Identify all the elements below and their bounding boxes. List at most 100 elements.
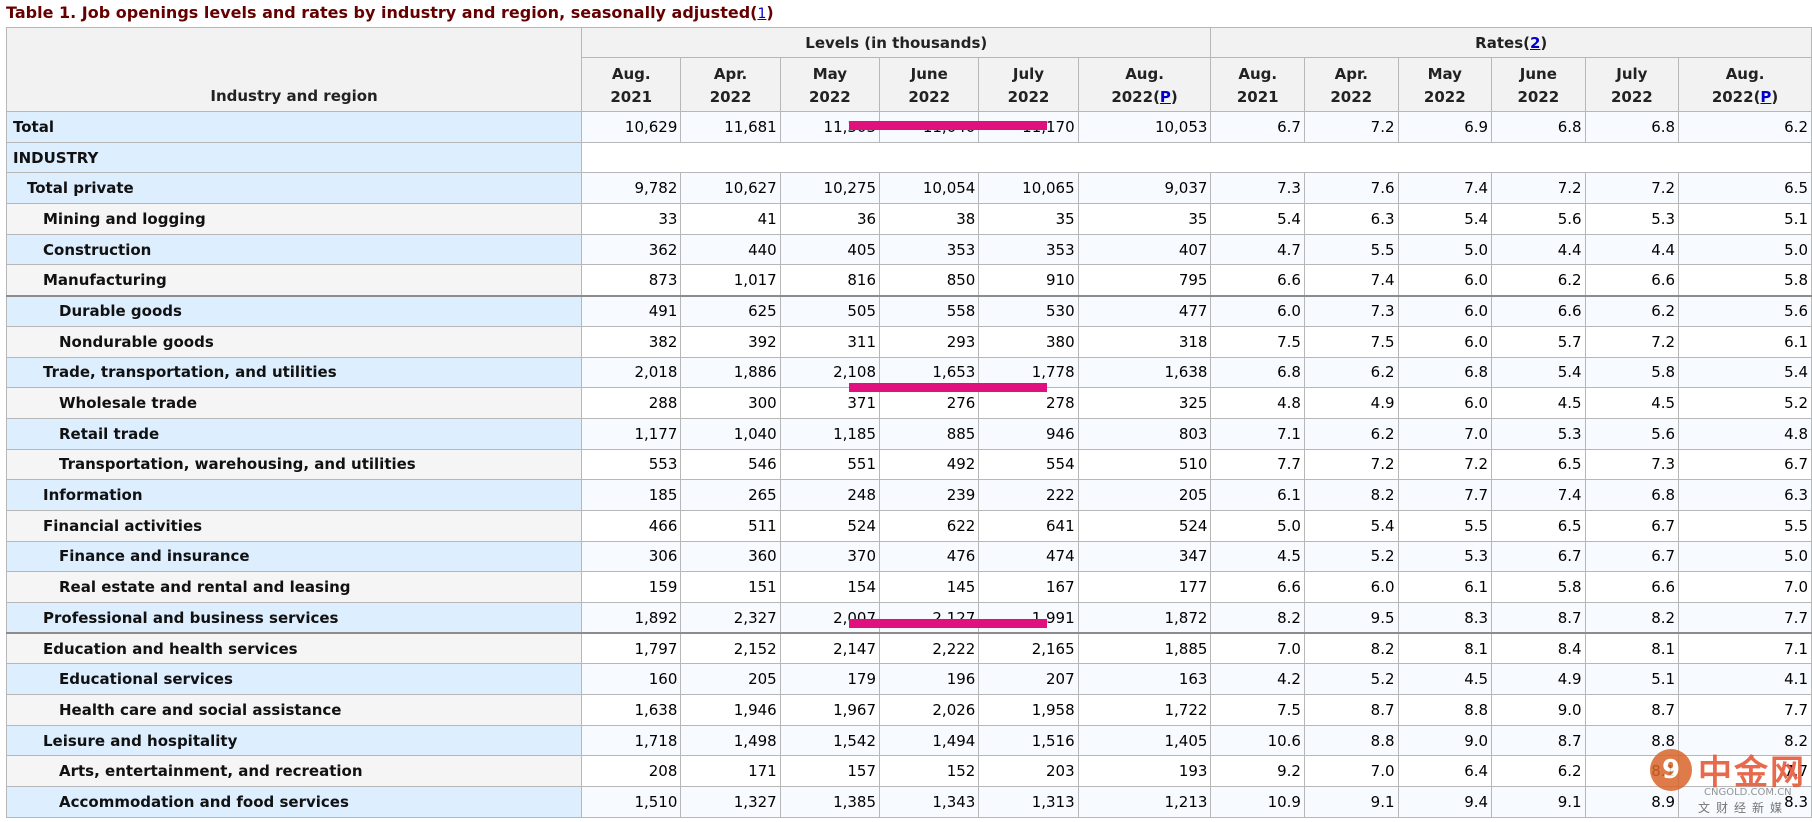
levels-cell: 440: [680, 233, 781, 266]
table-row: Financial activities 466 511 524 622 641 524 5.…: [5, 509, 1812, 542]
rates-col-header: Aug. 2021: [1210, 57, 1305, 112]
col-month: May: [812, 64, 848, 83]
levels-cell: 1,385: [779, 786, 881, 818]
table-row: Total private 9,782 10,627 10,275 10,054 10,0…: [5, 172, 1812, 205]
rates-cell: 6.2: [1678, 111, 1812, 143]
col-year: 2022: [1711, 87, 1754, 106]
table-row: Information 185 265 248 239 222 205 6.1 8.2 7.7 7.…: [5, 479, 1812, 511]
rates-cell: 7.7: [1678, 602, 1812, 634]
rates-col-header: June 2022: [1491, 57, 1586, 112]
levels-cell: 1,967: [779, 694, 881, 726]
levels-cell: 145: [879, 571, 980, 603]
rates-col-header: Aug. 2022(P): [1678, 57, 1812, 112]
levels-cell: 1,991: [978, 602, 1079, 634]
rates-cell: 5.0: [1210, 509, 1305, 542]
levels-cell: 2,152: [680, 632, 781, 665]
rates-cell: 6.7: [1584, 540, 1680, 573]
preliminary-footnote-link[interactable]: P: [1760, 87, 1772, 106]
caption-footnote-link[interactable]: 1: [757, 6, 767, 22]
rates-cell: 6.1: [1397, 571, 1493, 603]
levels-cell: 205: [680, 663, 781, 696]
levels-cell: 265: [680, 479, 781, 511]
rates-cell: 4.7: [1210, 233, 1305, 266]
levels-cell: 1,516: [978, 724, 1079, 757]
levels-cell: 1,542: [779, 724, 881, 757]
rates-cell: 5.4: [1678, 356, 1812, 389]
watermark-brand: 中金网: [1698, 753, 1806, 793]
table-row: Durable goods 491 625 505 558 530 477 6.0 7.3 6.0…: [5, 294, 1812, 327]
preliminary-footnote-link[interactable]: P: [1159, 87, 1171, 106]
row-label: Education and health services: [5, 632, 583, 665]
table-row: Construction 362 440 405 353 353 407 4.7 5.5 5.0 4…: [5, 233, 1812, 266]
levels-cell: 2,026: [879, 694, 980, 726]
watermark: 9 中金网 CNGOLD.COM.CN 文财经新媒: [1650, 745, 1810, 815]
table-row: Wholesale trade 288 300 371 276 278 325 4.8 4.9 6…: [5, 387, 1812, 419]
rates-cell: 5.3: [1491, 417, 1586, 450]
row-label: Total: [5, 111, 583, 143]
levels-cell: 38: [879, 203, 980, 235]
rates-cell: 6.5: [1678, 172, 1812, 205]
rates-cell: 4.5: [1397, 663, 1493, 696]
rates-cell: 8.2: [1303, 479, 1399, 511]
row-label: INDUSTRY: [5, 141, 583, 174]
rates-cell: 5.3: [1397, 540, 1493, 573]
levels-cell: 1,718: [581, 724, 682, 757]
levels-col-header: June 2022: [879, 57, 980, 112]
col-year: 2022: [908, 87, 951, 106]
rates-cell: 5.4: [1397, 203, 1493, 235]
levels-cell: 1,185: [779, 417, 881, 450]
levels-cell: 816: [779, 264, 881, 297]
levels-col-header: May 2022: [779, 57, 881, 112]
rates-cell: 7.2: [1491, 172, 1586, 205]
row-label: Transportation, warehousing, and utiliti…: [5, 448, 583, 481]
rates-cell: 8.2: [1303, 632, 1399, 665]
rates-cell: 7.0: [1303, 755, 1399, 788]
levels-cell: 347: [1077, 540, 1212, 573]
rates-cell: 6.2: [1491, 264, 1586, 297]
levels-cell: 392: [680, 325, 781, 358]
rates-cell: 7.7: [1210, 448, 1305, 481]
rates-cell: 8.1: [1584, 632, 1680, 665]
rates-cell: 6.1: [1678, 325, 1812, 358]
rates-cell: 8.7: [1491, 602, 1586, 634]
rates-group-header: Rates(2): [1210, 27, 1812, 58]
rates-cell: 6.0: [1397, 294, 1493, 327]
rates-cell: 7.4: [1397, 172, 1493, 205]
rates-cell: 5.2: [1303, 663, 1399, 696]
levels-cell: 2,018: [581, 356, 682, 389]
rates-cell: 5.2: [1678, 387, 1812, 419]
levels-cell: 546: [680, 448, 781, 481]
levels-cell: 554: [978, 448, 1079, 481]
rates-cell: 5.4: [1210, 203, 1305, 235]
rates-cell: 7.0: [1210, 632, 1305, 665]
rates-cell: 8.9: [1584, 786, 1680, 818]
col-month: June: [910, 64, 948, 83]
levels-cell: 41: [680, 203, 781, 235]
levels-cell: 10,053: [1077, 111, 1212, 143]
rates-cell: 8.2: [1584, 602, 1680, 634]
levels-cell: 1,638: [581, 694, 682, 726]
rates-cell: 7.4: [1303, 264, 1399, 297]
table-row: Health care and social assistance 1,638 1,…: [5, 694, 1812, 726]
row-label: Accommodation and food services: [5, 786, 583, 818]
levels-cell: 11,303: [779, 111, 881, 143]
levels-cell: 530: [978, 294, 1079, 327]
rates-cell: 4.1: [1678, 663, 1812, 696]
rates-cell: 6.3: [1303, 203, 1399, 235]
rates-cell: 6.7: [1491, 540, 1586, 573]
column-header-industry-region: Industry and region: [5, 27, 583, 112]
col-year: 2022: [1111, 87, 1154, 106]
levels-cell: 1,872: [1077, 602, 1212, 634]
row-label: Financial activities: [5, 509, 583, 542]
highlight-total-row: [849, 121, 1047, 130]
rates-cell: 6.6: [1491, 294, 1586, 327]
rates-cell: 5.5: [1397, 509, 1493, 542]
levels-cell: 11,681: [680, 111, 781, 143]
rates-cell: 5.8: [1678, 264, 1812, 297]
highlight-retail-trade-row: [849, 383, 1047, 392]
rates-cell: 9.1: [1491, 786, 1586, 818]
col-year: 2022: [1007, 87, 1050, 106]
table-row: Educational services 160 205 179 196 207 163 4.…: [5, 663, 1812, 696]
levels-cell: 510: [1077, 448, 1212, 481]
rates-footnote-link[interactable]: 2: [1529, 33, 1541, 52]
